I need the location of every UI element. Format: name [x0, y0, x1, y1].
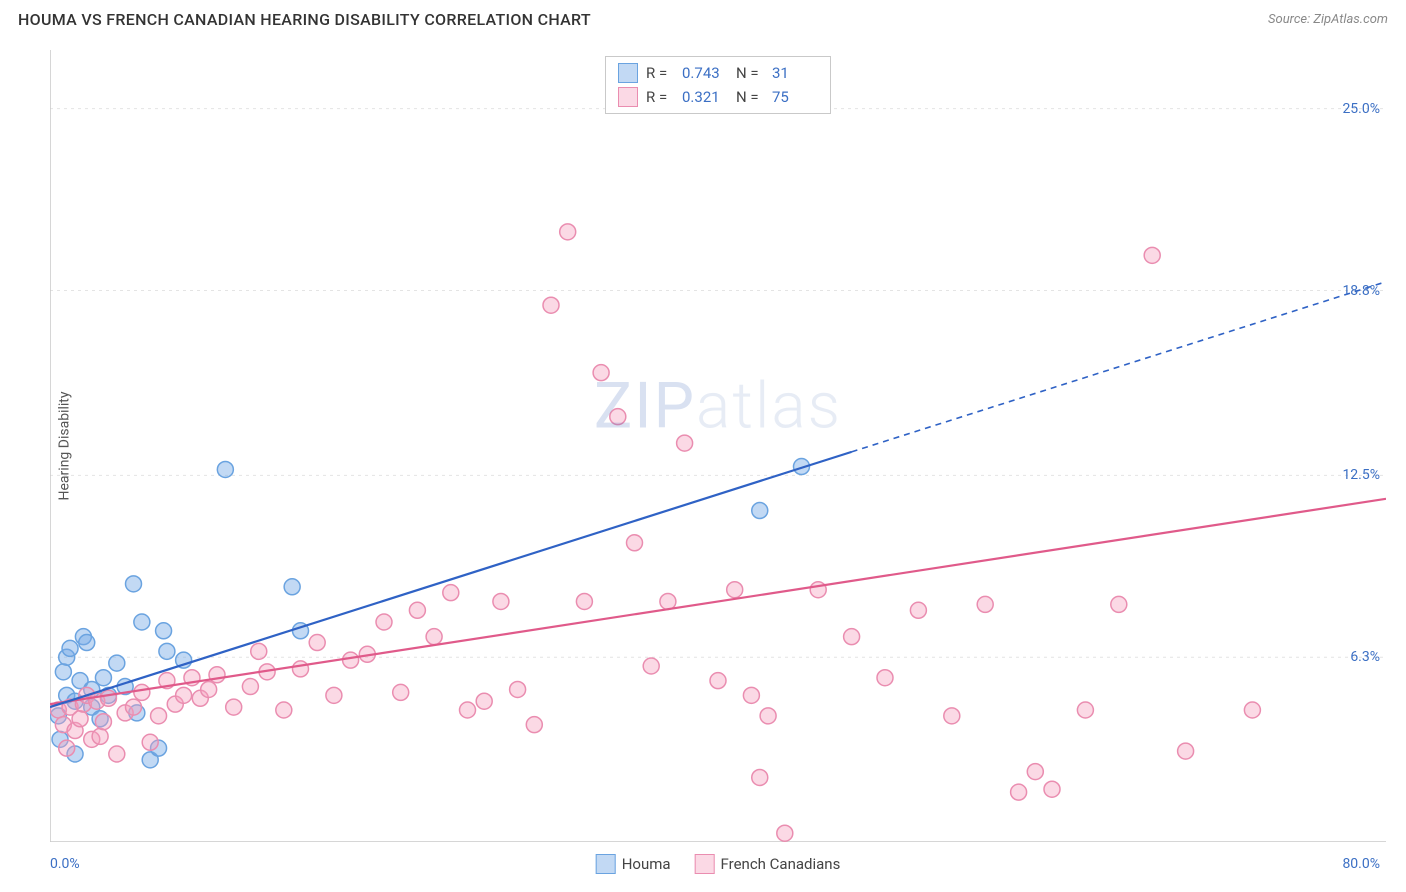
y-tick-label: 6.3% [1350, 649, 1380, 665]
r-value-houma: 0.743 [682, 64, 728, 82]
swatch-fc [618, 87, 638, 107]
legend-label-fc: French Canadians [721, 855, 841, 873]
n-value-houma: 31 [772, 64, 818, 82]
y-tick-label: 25.0% [1342, 101, 1380, 117]
y-tick-label: 12.5% [1342, 467, 1380, 483]
stats-legend-box: R = 0.743 N = 31 R = 0.321 N = 75 [605, 56, 831, 114]
x-axis-min-label: 0.0% [50, 856, 80, 872]
stats-row-fc: R = 0.321 N = 75 [618, 85, 818, 109]
legend-swatch-houma [596, 854, 616, 874]
n-value-fc: 75 [772, 88, 818, 106]
n-label: N = [736, 64, 764, 82]
legend-item-houma: Houma [596, 854, 671, 874]
legend-swatch-fc [695, 854, 715, 874]
chart-area: ZIPatlas R = 0.743 N = 31 R = 0.321 N = … [50, 50, 1386, 842]
scatter-plot-svg [50, 50, 1386, 842]
bottom-legend: Houma French Canadians [596, 854, 841, 874]
swatch-houma [618, 63, 638, 83]
r-value-fc: 0.321 [682, 88, 728, 106]
r-label-2: R = [646, 88, 674, 106]
x-axis-max-label: 80.0% [1342, 856, 1380, 872]
chart-source: Source: ZipAtlas.com [1268, 12, 1388, 27]
stats-row-houma: R = 0.743 N = 31 [618, 61, 818, 85]
r-label: R = [646, 64, 674, 82]
n-label-2: N = [736, 88, 764, 106]
chart-header: HOUMA VS FRENCH CANADIAN HEARING DISABIL… [0, 0, 1406, 35]
y-tick-label: 18.8% [1342, 283, 1380, 299]
legend-item-fc: French Canadians [695, 854, 841, 874]
legend-label-houma: Houma [622, 855, 671, 873]
chart-title: HOUMA VS FRENCH CANADIAN HEARING DISABIL… [18, 10, 591, 29]
